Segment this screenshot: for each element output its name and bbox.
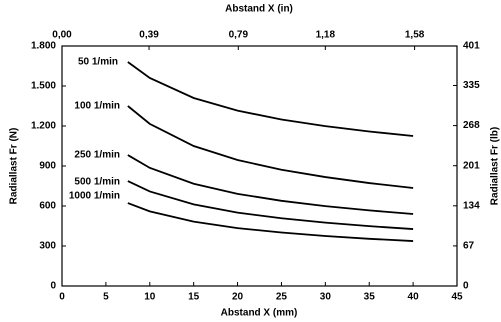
series-label: 100 1/min <box>74 101 120 112</box>
y-tick-label: 1.200 <box>31 121 56 132</box>
y-tick-label: 600 <box>39 201 56 212</box>
x2-tick-label: 0,39 <box>139 30 159 41</box>
x-tick-label: 25 <box>276 292 288 303</box>
y2-tick-label: 134 <box>463 200 480 211</box>
series-label: 250 1/min <box>74 150 120 161</box>
y2-tick-label: 401 <box>463 41 480 52</box>
x2-tick-label: 0,00 <box>52 30 72 41</box>
y-axis-title: Radiallast Fr (N) <box>9 128 20 205</box>
series-label: 50 1/min <box>78 57 118 68</box>
x-tick-label: 20 <box>232 292 244 303</box>
y-tick-label: 1.500 <box>31 81 56 92</box>
x-tick-label: 45 <box>451 292 463 303</box>
x-tick-label: 0 <box>59 292 65 303</box>
series-label: 1000 1/min <box>69 191 120 202</box>
y2-tick-label: 335 <box>463 80 480 91</box>
x-tick-label: 15 <box>188 292 200 303</box>
y-tick-label: 300 <box>39 241 56 252</box>
series-label: 500 1/min <box>74 177 120 188</box>
y-tick-label: 0 <box>50 281 56 292</box>
x-tick-label: 40 <box>408 292 420 303</box>
y2-axis-title: Radiallast Fr (lb) <box>490 127 501 205</box>
x-tick-label: 35 <box>364 292 376 303</box>
plot-frame <box>61 45 458 287</box>
y2-tick-label: 67 <box>463 241 475 252</box>
x-tick-label: 10 <box>144 292 156 303</box>
x2-tick-label: 1,58 <box>405 30 425 41</box>
y2-tick-label: 268 <box>463 120 480 131</box>
series-line <box>127 154 414 215</box>
x-tick-label: 5 <box>103 292 109 303</box>
series-line <box>127 105 414 189</box>
y-tick-label: 1.800 <box>31 41 56 52</box>
x2-tick-label: 1,18 <box>316 30 336 41</box>
x-tick-label: 30 <box>320 292 332 303</box>
x-axis-title: Abstand X (mm) <box>221 308 298 319</box>
y-tick-label: 900 <box>39 161 56 172</box>
y2-tick-label: 201 <box>463 160 480 171</box>
series-line <box>127 61 414 137</box>
series-line <box>127 202 414 242</box>
y2-tick-label: 0 <box>463 281 469 292</box>
series-line <box>127 180 414 230</box>
x2-tick-label: 0,79 <box>229 30 249 41</box>
x2-axis-title: Abstand X (in) <box>225 4 293 15</box>
